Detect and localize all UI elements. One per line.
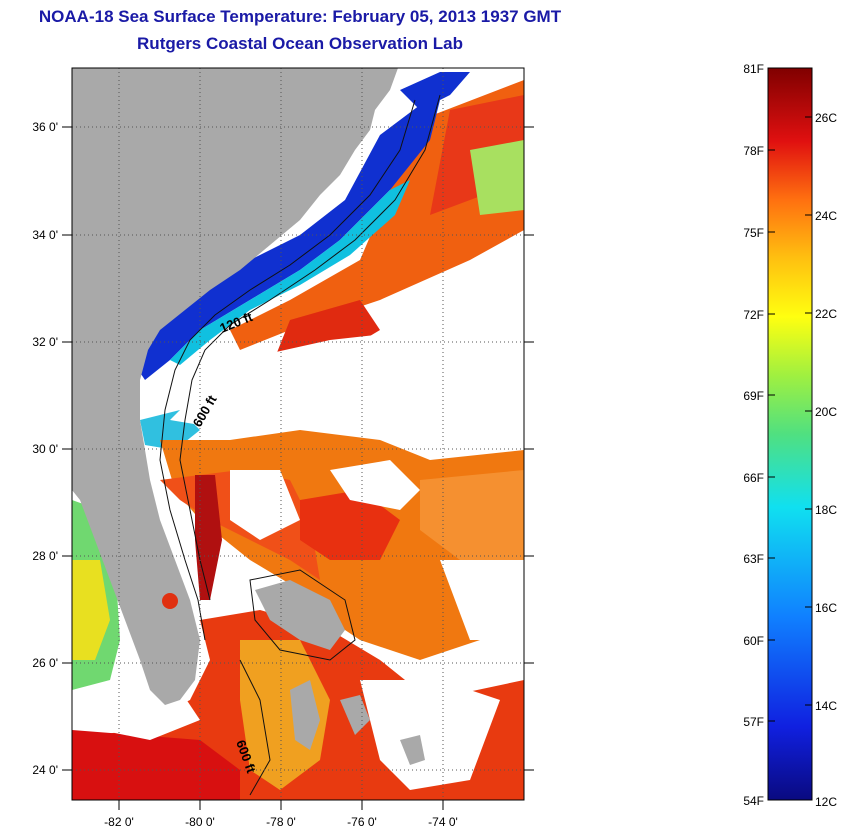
colorbar-c-label: 14C	[815, 699, 837, 713]
colorbar-f-labels: 81F 78F 75F 72F 69F 66F 63F 60F 57F 54F	[743, 62, 764, 808]
colorbar-f-label: 57F	[743, 715, 764, 729]
lat-label: 36 0'	[32, 120, 58, 134]
map-grid	[72, 68, 524, 800]
colorbar-c-label: 18C	[815, 503, 837, 517]
cold-coastal-water	[135, 100, 440, 380]
lat-label: 32 0'	[32, 335, 58, 349]
lon-label: -82 0'	[104, 815, 134, 829]
lat-ticks	[62, 126, 534, 810]
colorbar-f-label: 81F	[743, 62, 764, 76]
map-panel	[72, 68, 524, 800]
colorbar-f-label: 69F	[743, 389, 764, 403]
contour-600ft	[179, 94, 441, 601]
colorbar-f-label: 54F	[743, 794, 764, 808]
colorbar-c-label: 26C	[815, 111, 837, 125]
colorbar-c-label: 12C	[815, 795, 837, 809]
colorbar-ticks	[768, 67, 812, 722]
lat-labels: 36 0' 34 0' 32 0' 30 0' 28 0' 26 0' 24 0…	[32, 120, 58, 777]
colorbar-f-label: 78F	[743, 144, 764, 158]
lon-label: -78 0'	[266, 815, 296, 829]
colorbar	[767, 67, 813, 801]
colorbar-c-labels: 26C 24C 22C 20C 18C 16C 14C 12C	[815, 111, 837, 809]
colorbar-f-label: 75F	[743, 226, 764, 240]
colorbar-c-label: 20C	[815, 405, 837, 419]
lon-labels: -82 0' -80 0' -78 0' -76 0' -74 0'	[104, 815, 458, 829]
lon-label: -74 0'	[428, 815, 458, 829]
lat-label: 34 0'	[32, 228, 58, 242]
lat-label: 26 0'	[32, 656, 58, 670]
lat-label: 24 0'	[32, 763, 58, 777]
lake-warm-spot	[162, 593, 178, 609]
colorbar-f-label: 63F	[743, 552, 764, 566]
colorbar-c-label: 16C	[815, 601, 837, 615]
colorbar-f-label: 60F	[743, 634, 764, 648]
lat-label: 30 0'	[32, 442, 58, 456]
map-title: NOAA-18 Sea Surface Temperature: Februar…	[38, 7, 562, 26]
contour-120ft	[159, 99, 416, 641]
island-abaco	[255, 580, 345, 650]
colorbar-c-label: 22C	[815, 307, 837, 321]
colorbar-c-label: 24C	[815, 209, 837, 223]
cool-patch	[470, 140, 524, 215]
lat-label: 28 0'	[32, 549, 58, 563]
map-subtitle: Rutgers Coastal Ocean Observation Lab	[137, 34, 463, 53]
colorbar-f-label: 66F	[743, 471, 764, 485]
land-mainland	[72, 68, 398, 705]
lon-label: -76 0'	[347, 815, 377, 829]
map-frame	[71, 67, 525, 801]
colorbar-f-label: 72F	[743, 308, 764, 322]
lon-label: -80 0'	[185, 815, 215, 829]
florida-straits	[72, 730, 240, 800]
island-andros	[290, 680, 320, 750]
